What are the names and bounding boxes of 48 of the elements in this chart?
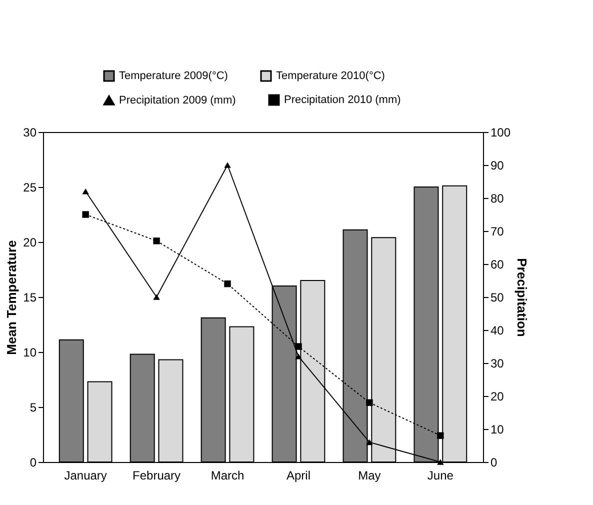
point: [366, 399, 373, 406]
y-tick-label: 0: [30, 456, 37, 470]
y2-tick-label: 60: [490, 258, 504, 272]
y-tick-label: 20: [23, 236, 37, 250]
x-tick-label: April: [286, 468, 310, 482]
x-tick-label: March: [210, 468, 244, 482]
x-tick-label: January: [64, 468, 107, 482]
legend-label: Precipitation 2009 (mm): [119, 94, 236, 106]
y2-tick-label: 70: [490, 224, 504, 238]
y2-tick-label: 10: [490, 422, 504, 436]
y2-tick-label: 30: [490, 356, 504, 370]
bar: [87, 381, 112, 462]
bar: [229, 326, 254, 462]
x-tick-label: June: [427, 468, 454, 482]
y-axis-title: Mean Temperature: [4, 240, 20, 355]
bar: [130, 354, 155, 462]
point: [153, 238, 160, 244]
y2-tick-label: 40: [490, 324, 504, 338]
y2-axis-title: Precipitation: [514, 258, 530, 337]
y-tick-label: 10: [23, 346, 37, 360]
point: [224, 280, 231, 288]
y2-tick-label: 80: [490, 192, 504, 206]
y2-tick-label: 100: [490, 126, 511, 140]
x-tick-label: February: [132, 468, 181, 482]
point: [437, 459, 444, 465]
y-tick-label: 25: [23, 180, 37, 194]
point: [366, 439, 373, 446]
y2-tick-label: 0: [490, 456, 498, 470]
bar: [58, 339, 84, 462]
point: [437, 432, 444, 439]
y-tick-label: 15: [23, 290, 37, 304]
y2-tick-label: 20: [490, 390, 504, 404]
point: [295, 343, 302, 350]
legend-label: Temperature 2009(°C): [119, 70, 228, 82]
y-tick-label: 5: [30, 400, 37, 414]
y2-tick-label: 50: [490, 290, 504, 304]
legend-label: Temperature 2010(°C): [276, 70, 385, 82]
bar: [200, 317, 226, 462]
point: [82, 188, 89, 194]
point: [82, 211, 89, 218]
x-tick-label: May: [358, 468, 381, 482]
y2-tick-label: 90: [490, 158, 504, 172]
bar: [158, 359, 184, 462]
point: [153, 294, 160, 300]
point: [295, 353, 302, 360]
point: [224, 162, 231, 168]
legend-label: Precipitation 2010 (mm): [284, 94, 401, 106]
y-tick-label: 30: [23, 126, 37, 140]
